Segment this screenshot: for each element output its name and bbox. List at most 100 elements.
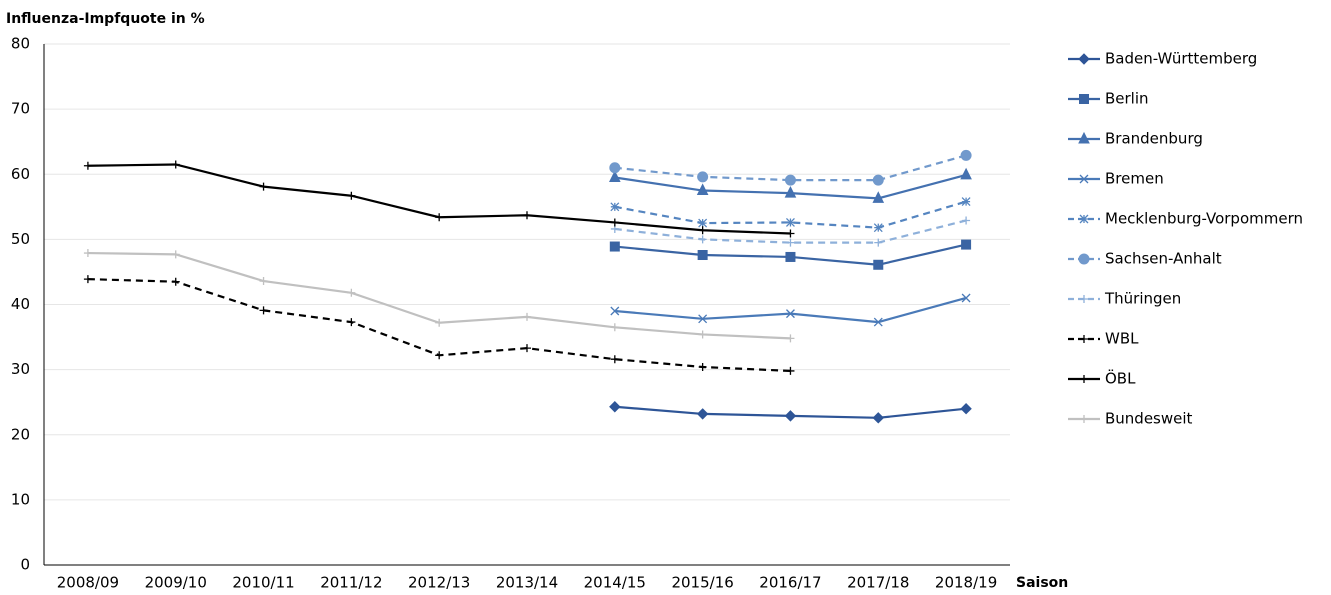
y-tick-label: 10 bbox=[11, 490, 30, 508]
data-point bbox=[786, 229, 795, 238]
data-point bbox=[523, 344, 531, 353]
data-point bbox=[435, 318, 444, 327]
legend-marker bbox=[1080, 375, 1088, 383]
data-point bbox=[697, 171, 709, 183]
data-point bbox=[960, 149, 972, 161]
legend-marker bbox=[1079, 214, 1089, 224]
legend-label: Bundesweit bbox=[1105, 410, 1193, 428]
data-point bbox=[785, 251, 796, 262]
legend-marker bbox=[1078, 131, 1090, 144]
data-point bbox=[786, 238, 795, 247]
data-point bbox=[347, 288, 356, 297]
legend-marker bbox=[1078, 253, 1090, 265]
data-point bbox=[961, 197, 971, 207]
legend-marker bbox=[1078, 53, 1090, 65]
legend-label: Thüringen bbox=[1104, 290, 1181, 308]
data-point bbox=[873, 317, 883, 327]
y-tick-label: 30 bbox=[11, 360, 30, 378]
data-point bbox=[610, 355, 619, 364]
data-point bbox=[609, 170, 621, 183]
chart-title: Influenza-Impfquote in % bbox=[6, 11, 205, 27]
data-point bbox=[83, 161, 92, 170]
data-point bbox=[786, 366, 795, 375]
legend-label: Berlin bbox=[1105, 90, 1149, 108]
data-point bbox=[609, 241, 620, 252]
data-point bbox=[609, 401, 621, 413]
data-point bbox=[785, 309, 795, 319]
legend-marker bbox=[1079, 94, 1089, 104]
data-point bbox=[698, 235, 707, 244]
data-point bbox=[610, 218, 619, 227]
data-point bbox=[785, 217, 795, 227]
data-point bbox=[697, 250, 708, 261]
data-point bbox=[523, 312, 531, 321]
data-point bbox=[961, 239, 972, 250]
data-point bbox=[347, 191, 356, 200]
x-tick-label: 2018/19 bbox=[935, 574, 997, 592]
x-tick-label: 2009/10 bbox=[145, 574, 207, 592]
data-point bbox=[698, 314, 708, 324]
data-point bbox=[171, 250, 180, 259]
legend-marker bbox=[1080, 335, 1088, 343]
data-point bbox=[786, 334, 795, 343]
data-point bbox=[610, 323, 619, 332]
legend-label: ÖBL bbox=[1105, 369, 1136, 388]
data-point bbox=[960, 167, 972, 180]
data-point bbox=[609, 162, 621, 174]
data-point bbox=[874, 238, 883, 247]
data-point bbox=[696, 408, 709, 420]
legend-label: Bremen bbox=[1105, 170, 1164, 188]
x-tick-label: 2011/12 bbox=[320, 574, 382, 592]
data-point bbox=[873, 259, 884, 270]
data-point bbox=[872, 191, 885, 203]
y-tick-label: 50 bbox=[11, 230, 30, 248]
data-point bbox=[523, 211, 531, 220]
data-point bbox=[347, 318, 356, 327]
series-line bbox=[614, 296, 967, 324]
y-tick-label: 60 bbox=[11, 165, 30, 183]
data-point bbox=[435, 351, 444, 360]
data-point bbox=[83, 249, 92, 258]
x-tick-label: 2015/16 bbox=[671, 574, 733, 592]
data-point bbox=[696, 183, 709, 196]
x-axis-label: Saison bbox=[1016, 575, 1068, 591]
legend-label: Brandenburg bbox=[1105, 130, 1203, 148]
data-point bbox=[259, 306, 268, 315]
data-point bbox=[171, 277, 180, 286]
legend-label: Sachsen-Anhalt bbox=[1105, 250, 1222, 268]
data-point bbox=[698, 226, 707, 235]
data-point bbox=[171, 160, 180, 169]
data-point bbox=[698, 218, 708, 228]
y-tick-label: 20 bbox=[11, 425, 30, 443]
data-point bbox=[259, 182, 268, 191]
series-line bbox=[87, 163, 791, 235]
data-point bbox=[610, 202, 620, 212]
x-tick-label: 2016/17 bbox=[759, 574, 821, 592]
x-tick-label: 2017/18 bbox=[847, 574, 909, 592]
data-point bbox=[83, 275, 92, 284]
data-point bbox=[610, 306, 620, 316]
legend-marker bbox=[1079, 174, 1089, 184]
x-tick-label: 2012/13 bbox=[408, 574, 470, 592]
x-tick-label: 2008/09 bbox=[57, 574, 119, 592]
legend-marker bbox=[1080, 295, 1088, 303]
data-point bbox=[698, 330, 707, 339]
x-tick-label: 2014/15 bbox=[584, 574, 646, 592]
series-line bbox=[614, 154, 967, 182]
y-tick-label: 40 bbox=[11, 295, 30, 313]
y-tick-label: 0 bbox=[20, 556, 30, 574]
legend-label: Baden-Württemberg bbox=[1105, 50, 1257, 68]
data-point bbox=[435, 213, 444, 222]
legend-marker bbox=[1080, 415, 1088, 423]
x-tick-label: 2013/14 bbox=[496, 574, 558, 592]
data-point bbox=[784, 186, 797, 198]
legend-label: Mecklenburg-Vorpommern bbox=[1105, 210, 1303, 228]
x-tick-label: 2010/11 bbox=[232, 574, 294, 592]
series-line bbox=[614, 219, 967, 244]
data-point bbox=[872, 174, 884, 186]
data-point bbox=[259, 277, 268, 286]
data-point bbox=[784, 410, 797, 422]
data-point bbox=[698, 363, 707, 372]
data-point bbox=[784, 174, 796, 186]
